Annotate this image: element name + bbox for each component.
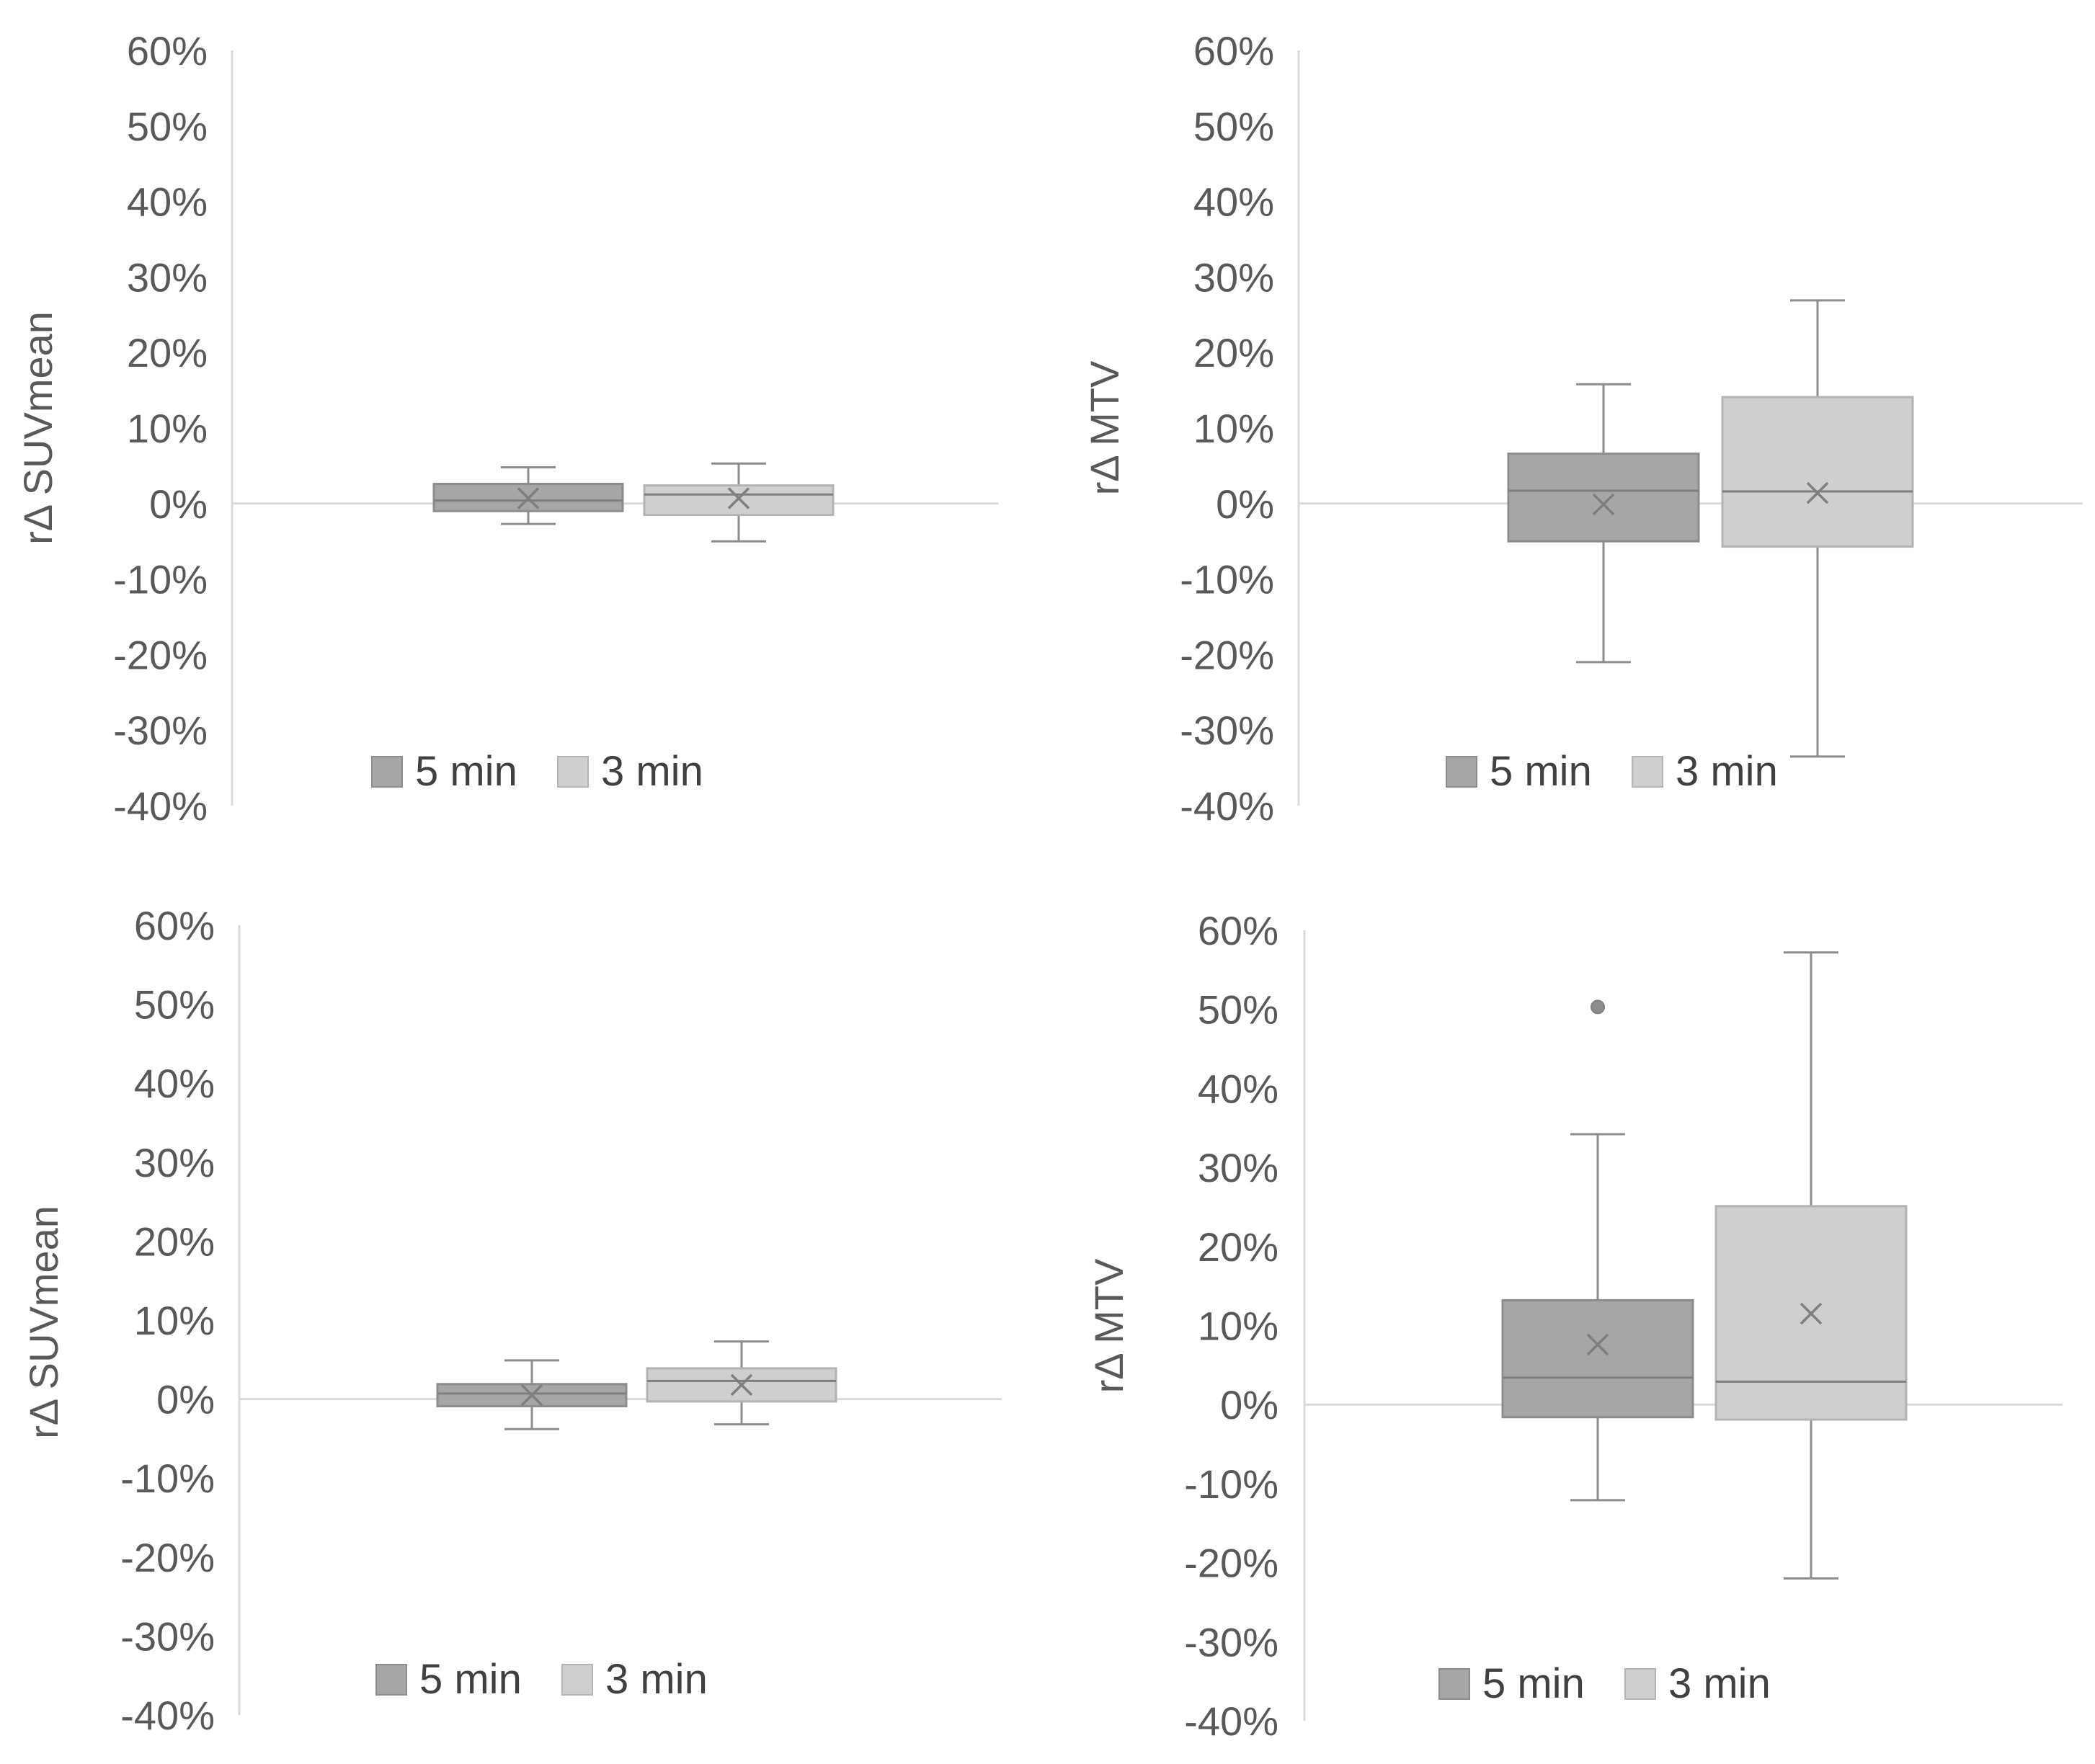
y-tick-label: -10%: [120, 1456, 215, 1501]
mean-marker: [727, 487, 750, 509]
legend-label-5min: 5 min: [1482, 1660, 1585, 1707]
mean-marker: [1800, 1302, 1823, 1325]
mean-marker: [520, 1384, 543, 1407]
y-tick-label: -10%: [1184, 1461, 1278, 1507]
y-tick-label: -10%: [1180, 557, 1274, 602]
y-tick-label: 0%: [149, 481, 208, 527]
legend-label-3min: 3 min: [1676, 748, 1778, 795]
y-tick-label: 60%: [1198, 908, 1278, 953]
y-tick-label: 60%: [134, 903, 215, 948]
y-axis-title: rΔ SUVmean: [21, 1206, 66, 1439]
y-tick-label: 10%: [1198, 1304, 1278, 1349]
mean-marker: [1592, 493, 1615, 516]
outlier-point: [1591, 999, 1605, 1015]
y-axis-title: rΔ MTV: [1086, 1258, 1131, 1393]
y-tick-label: -30%: [113, 708, 208, 753]
y-tick-label: -40%: [113, 783, 208, 829]
legend-swatch-5min: [375, 1664, 407, 1696]
legend-label-3min: 3 min: [605, 1656, 708, 1703]
y-tick-label: 10%: [127, 406, 208, 451]
y-tick-label: -20%: [1184, 1541, 1278, 1586]
mean-marker: [1586, 1333, 1609, 1356]
y-tick-label: -30%: [1184, 1619, 1278, 1665]
y-tick-label: 60%: [127, 28, 208, 74]
legend: 5 min 3 min: [1438, 1660, 1771, 1707]
y-tick-label: -20%: [113, 632, 208, 677]
y-tick-label: 60%: [1193, 28, 1274, 74]
iqr-box: [646, 1367, 837, 1403]
legend: 5 min 3 min: [375, 1656, 708, 1703]
y-tick-label: 50%: [127, 104, 208, 149]
y-tick-label: 40%: [1193, 179, 1274, 225]
y-tick-label: 20%: [1198, 1224, 1278, 1270]
mean-marker: [1806, 481, 1829, 504]
legend-label-5min: 5 min: [415, 748, 517, 795]
y-tick-label: -40%: [1180, 783, 1274, 829]
y-tick-label: 50%: [1193, 104, 1274, 149]
legend-swatch-5min: [1438, 1668, 1470, 1700]
y-tick-label: -10%: [113, 557, 208, 602]
y-tick-label: 30%: [127, 254, 208, 300]
panel-top-right-mtv: 60% 50% 40% 30% 20% 10% 0% -10% -20% -30% -40% rΔ M…: [1082, 28, 2083, 829]
legend-label-5min: 5 min: [1490, 748, 1592, 795]
legend-label-3min: 3 min: [1668, 1660, 1771, 1707]
legend-swatch-3min: [557, 756, 589, 788]
box-3min: [643, 462, 835, 543]
y-tick-label: 30%: [134, 1140, 215, 1185]
y-tick-label: -40%: [120, 1693, 215, 1738]
y-tick-label: -20%: [1180, 632, 1274, 677]
y-tick-label: 50%: [1198, 987, 1278, 1033]
iqr-box: [432, 483, 624, 512]
y-tick-label: 10%: [134, 1298, 215, 1343]
legend-swatch-5min: [371, 756, 403, 788]
y-tick-label: -30%: [120, 1613, 215, 1659]
y-tick-label: -30%: [1180, 708, 1274, 753]
box-5min: [1507, 383, 1700, 664]
y-tick-label: 30%: [1193, 254, 1274, 300]
y-tick-label: 50%: [134, 982, 215, 1028]
y-tick-label: 40%: [1198, 1066, 1278, 1111]
legend-label-5min: 5 min: [419, 1656, 522, 1703]
box-5min: [436, 1359, 628, 1430]
y-tick-label: 20%: [134, 1219, 215, 1264]
y-tick-label: 30%: [1198, 1145, 1278, 1190]
box-3min: [1714, 951, 1908, 1580]
y-axis-title: rΔ SUVmean: [15, 311, 61, 545]
mean-marker: [730, 1373, 753, 1396]
legend-swatch-3min: [1624, 1668, 1656, 1700]
panel-top-left-suvmean: 60% 50% 40% 30% 20% 10% 0% -10% -20% -30% -40% rΔ S…: [15, 28, 998, 829]
iqr-box: [1721, 396, 1914, 548]
box-3min: [646, 1340, 837, 1426]
y-tick-label: 20%: [1193, 330, 1274, 375]
panel-bottom-right-mtv: 60% 50% 40% 30% 20% 10% 0% -10% -20% -30% -40% rΔ M…: [1086, 908, 2063, 1744]
legend: 5 min 3 min: [371, 748, 703, 795]
box-5min: [1501, 999, 1694, 1502]
y-tick-label: -40%: [1184, 1698, 1278, 1744]
box-3min: [1721, 299, 1914, 758]
legend-label-3min: 3 min: [601, 748, 703, 795]
y-axis-title: rΔ MTV: [1082, 360, 1127, 495]
box-5min: [432, 466, 624, 525]
y-tick-label: 40%: [127, 179, 208, 225]
iqr-box: [1507, 453, 1700, 543]
y-tick-label: 20%: [127, 330, 208, 375]
y-tick-label: -20%: [120, 1535, 215, 1580]
legend-swatch-5min: [1446, 756, 1477, 788]
y-tick-label: 0%: [156, 1377, 215, 1422]
y-tick-label: 0%: [1220, 1382, 1278, 1427]
y-tick-label: 0%: [1216, 481, 1274, 527]
iqr-box: [1501, 1298, 1694, 1419]
panel-bottom-left-suvmean: 60% 50% 40% 30% 20% 10% 0% -10% -20% -30% -40% rΔ S…: [21, 903, 1002, 1738]
legend-swatch-3min: [1632, 756, 1663, 788]
legend: 5 min 3 min: [1446, 748, 1778, 795]
legend-swatch-3min: [561, 1664, 593, 1696]
y-tick-label: 40%: [134, 1061, 215, 1106]
iqr-box: [643, 484, 835, 517]
y-tick-label: 10%: [1193, 406, 1274, 451]
mean-marker: [517, 487, 540, 509]
